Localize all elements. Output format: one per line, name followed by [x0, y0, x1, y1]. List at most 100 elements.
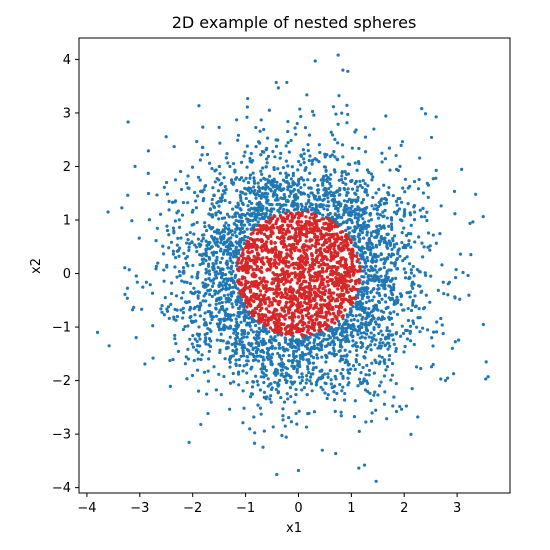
scatter-point [249, 367, 253, 371]
scatter-point [314, 383, 318, 387]
scatter-point [355, 188, 359, 193]
scatter-point [193, 190, 197, 195]
scatter-point-inner [344, 287, 349, 291]
scatter-point [383, 293, 387, 297]
scatter-point [242, 330, 246, 334]
scatter-point [218, 348, 222, 352]
scatter-point-inner [307, 320, 311, 325]
scatter-point [262, 380, 266, 385]
scatter-point [375, 270, 379, 274]
scatter-point-inner [302, 279, 306, 284]
scatter-point [209, 329, 213, 333]
x-tick-label: 2 [400, 501, 408, 516]
scatter-point [362, 210, 367, 215]
scatter-point [264, 183, 268, 187]
scatter-point [268, 397, 272, 401]
scatter-point [174, 318, 178, 322]
scatter-point-inner [249, 311, 253, 315]
scatter-point [266, 192, 270, 196]
scatter-point-inner [302, 256, 307, 261]
scatter-point [317, 347, 321, 351]
scatter-point [174, 256, 178, 260]
scatter-point [345, 103, 349, 107]
scatter-point [223, 327, 227, 331]
scatter-point-inner [328, 312, 332, 316]
scatter-point [210, 202, 214, 206]
scatter-point [307, 158, 311, 163]
scatter-point [359, 340, 363, 345]
scatter-point-inner [246, 246, 251, 250]
scatter-point [331, 339, 335, 343]
scatter-point [204, 271, 208, 275]
scatter-point [313, 157, 317, 161]
scatter-point [192, 291, 196, 296]
scatter-point [370, 411, 374, 415]
scatter-point [159, 307, 163, 311]
scatter-point-inner [310, 318, 315, 323]
scatter-point [385, 246, 390, 250]
scatter-point [434, 115, 438, 119]
scatter-point [169, 281, 174, 285]
scatter-point [364, 325, 368, 329]
scatter-point-inner [268, 259, 272, 263]
scatter-point [224, 226, 228, 230]
scatter-point [425, 210, 429, 214]
scatter-point [196, 175, 201, 179]
scatter-point [426, 195, 430, 199]
scatter-point-inner [261, 295, 266, 299]
scatter-point [235, 189, 239, 193]
scatter-point [251, 158, 255, 163]
scatter-point [348, 226, 352, 230]
scatter-point [160, 310, 164, 314]
scatter-point [409, 432, 413, 436]
scatter-point-inner [313, 234, 318, 239]
scatter-point [185, 377, 189, 381]
scatter-point-inner [317, 321, 321, 325]
scatter-point-inner [344, 283, 349, 287]
scatter-point [144, 280, 149, 284]
scatter-point [365, 291, 369, 296]
scatter-point [214, 302, 218, 306]
scatter-point [452, 189, 457, 193]
scatter-point [311, 372, 315, 376]
scatter-point [322, 337, 326, 341]
scatter-point-inner [250, 273, 254, 277]
scatter-point [342, 398, 347, 402]
scatter-point [226, 266, 230, 270]
scatter-point-inner [260, 298, 264, 302]
scatter-point [233, 275, 237, 279]
scatter-point-inner [308, 273, 312, 277]
scatter-point [390, 322, 394, 326]
scatter-point [185, 280, 189, 284]
scatter-point [394, 212, 399, 216]
scatter-point [350, 235, 354, 239]
scatter-point-inner [339, 241, 343, 246]
scatter-point [370, 336, 374, 340]
scatter-point [225, 152, 229, 156]
scatter-point [317, 195, 322, 199]
scatter-point [360, 296, 364, 301]
y-tick-label: −3 [52, 428, 71, 443]
scatter-point [313, 197, 317, 201]
scatter-point [216, 272, 220, 276]
scatter-point [379, 309, 384, 313]
scatter-point [319, 341, 323, 345]
scatter-point [190, 223, 194, 227]
scatter-point [275, 196, 279, 200]
scatter-point [204, 278, 208, 282]
scatter-point-inner [343, 308, 347, 312]
scatter-point [339, 340, 343, 344]
scatter-point-inner [261, 278, 265, 282]
scatter-point-inner [307, 220, 312, 224]
scatter-point [301, 178, 306, 182]
scatter-point [248, 208, 252, 212]
scatter-point [380, 333, 385, 337]
scatter-point-inner [343, 258, 348, 263]
scatter-point [409, 308, 414, 313]
scatter-point [249, 212, 253, 216]
scatter-point [346, 187, 350, 191]
scatter-point [420, 106, 424, 111]
scatter-point-inner [275, 284, 279, 289]
scatter-point-inner [258, 289, 263, 293]
scatter-point [343, 170, 347, 174]
